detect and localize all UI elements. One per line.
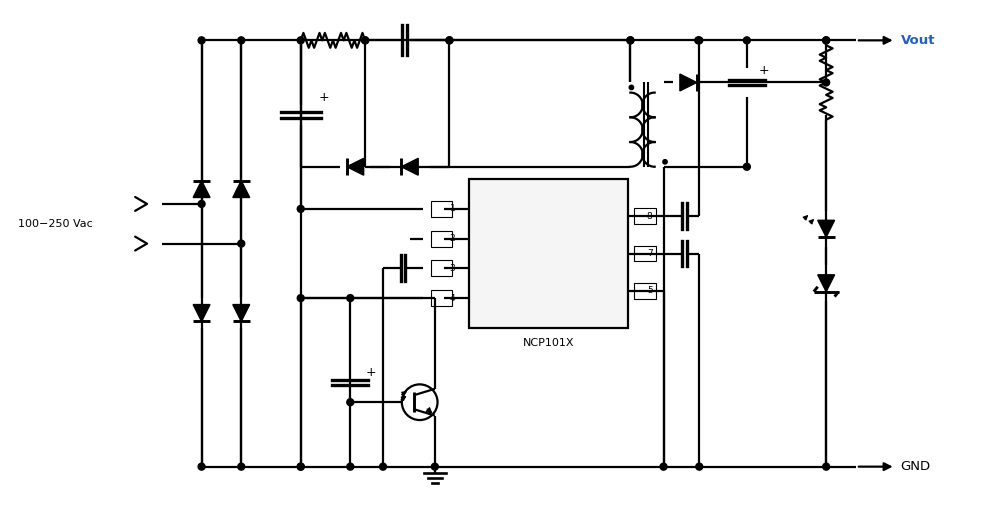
Circle shape <box>347 463 353 470</box>
Circle shape <box>297 37 304 44</box>
Circle shape <box>297 295 304 302</box>
Circle shape <box>379 463 386 470</box>
Polygon shape <box>401 158 418 175</box>
Text: 100−250 Vac: 100−250 Vac <box>18 219 93 229</box>
Text: 7: 7 <box>647 249 653 258</box>
Circle shape <box>660 463 667 470</box>
Circle shape <box>347 295 353 302</box>
Circle shape <box>696 463 703 470</box>
Text: Vout: Vout <box>900 34 935 47</box>
Circle shape <box>627 37 634 44</box>
FancyBboxPatch shape <box>430 201 452 217</box>
FancyBboxPatch shape <box>634 283 656 299</box>
Polygon shape <box>233 180 250 198</box>
Circle shape <box>627 37 634 44</box>
Polygon shape <box>233 305 250 321</box>
Text: 4: 4 <box>449 294 455 303</box>
FancyBboxPatch shape <box>430 290 452 306</box>
Circle shape <box>361 37 368 44</box>
Text: 2: 2 <box>449 234 455 243</box>
Polygon shape <box>817 220 834 237</box>
Text: +: + <box>318 91 329 104</box>
Circle shape <box>629 85 634 90</box>
Circle shape <box>238 240 245 247</box>
Circle shape <box>347 399 353 406</box>
Circle shape <box>695 37 702 44</box>
Text: +: + <box>758 64 769 77</box>
Circle shape <box>297 205 304 212</box>
Polygon shape <box>194 305 210 321</box>
Circle shape <box>822 79 829 86</box>
Circle shape <box>238 37 245 44</box>
Polygon shape <box>817 275 834 292</box>
Circle shape <box>199 200 205 207</box>
Circle shape <box>744 37 750 44</box>
Polygon shape <box>194 180 210 198</box>
Circle shape <box>297 463 304 470</box>
Text: 1: 1 <box>449 204 455 213</box>
Circle shape <box>446 37 453 44</box>
Polygon shape <box>347 158 363 175</box>
FancyBboxPatch shape <box>634 245 656 262</box>
Circle shape <box>431 463 438 470</box>
Circle shape <box>822 37 829 44</box>
Text: 8: 8 <box>647 212 653 221</box>
Circle shape <box>238 463 245 470</box>
Circle shape <box>822 37 829 44</box>
FancyBboxPatch shape <box>430 231 452 246</box>
FancyBboxPatch shape <box>634 208 656 224</box>
Circle shape <box>744 163 750 170</box>
Circle shape <box>446 37 453 44</box>
Circle shape <box>199 463 205 470</box>
Text: 5: 5 <box>647 286 653 295</box>
Text: 3: 3 <box>449 264 455 273</box>
Circle shape <box>361 37 368 44</box>
Circle shape <box>822 463 829 470</box>
Text: NCP101X: NCP101X <box>523 338 574 348</box>
Circle shape <box>297 463 304 470</box>
Circle shape <box>696 37 703 44</box>
Text: GND: GND <box>900 460 931 473</box>
Bar <box>469 179 628 328</box>
Polygon shape <box>680 74 697 91</box>
FancyBboxPatch shape <box>430 261 452 276</box>
Circle shape <box>663 160 668 164</box>
Circle shape <box>199 37 205 44</box>
Text: +: + <box>365 366 376 379</box>
